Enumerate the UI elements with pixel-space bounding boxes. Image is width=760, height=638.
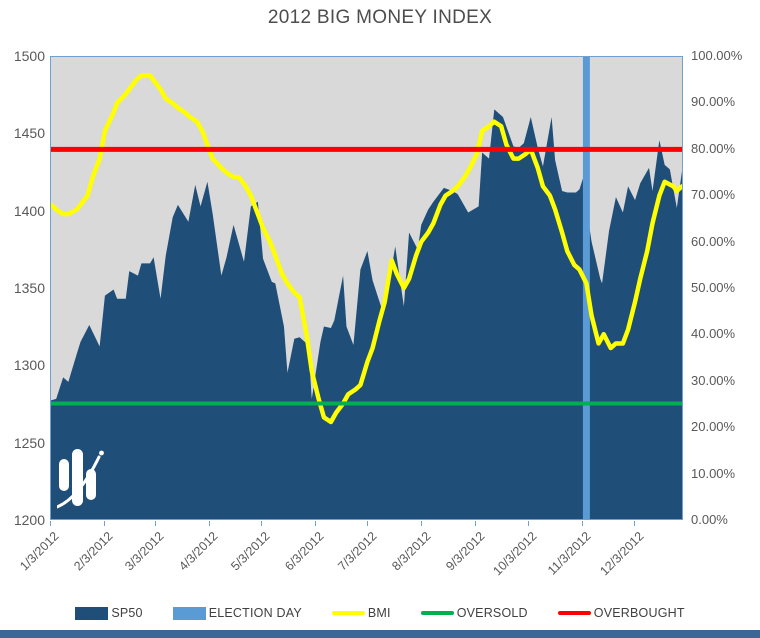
- x-tick-mark: [581, 521, 583, 526]
- x-tick-label: 8/3/2012: [389, 529, 434, 574]
- y-right-tick-label: 30.00%: [691, 372, 736, 388]
- legend-item-oversold: OVERSOLD: [420, 606, 528, 620]
- x-tick-label: 2/3/2012: [71, 529, 116, 574]
- legend-item-sp50: SP50: [75, 606, 143, 620]
- y-right-tick-label: 90.00%: [691, 94, 736, 110]
- x-tick-label: 7/3/2012: [334, 529, 380, 574]
- y-right-tick-label: 10.00%: [691, 465, 736, 481]
- x-tick-mark: [154, 521, 156, 526]
- legend-label: SP50: [111, 606, 143, 620]
- y-left-tick-label: 1250: [13, 434, 45, 451]
- x-tick-mark: [634, 521, 636, 526]
- x-tick-mark: [261, 521, 262, 526]
- y-right-tick-label: 0.00%: [691, 512, 728, 527]
- x-tick-label: 3/3/2012: [122, 529, 167, 574]
- bottom-edge-strip: [0, 630, 760, 638]
- legend-swatch: [172, 606, 206, 620]
- legend: SP50 ELECTION DAY BMI OVERSOLD OVERBOUGHT: [0, 606, 760, 620]
- x-tick-mark: [475, 521, 477, 526]
- legend-swatch: [75, 606, 109, 620]
- x-tick-label: 12/3/2012: [596, 529, 647, 579]
- x-tick-label: 11/3/2012: [545, 529, 594, 578]
- legend-swatch: [420, 611, 454, 615]
- y-left-tick-label: 1350: [13, 280, 45, 296]
- logo-bar-left: [59, 459, 69, 491]
- chart-title: 2012 BIG MONEY INDEX: [267, 7, 493, 28]
- x-tick-mark: [50, 521, 51, 526]
- legend-swatch: [557, 611, 591, 615]
- y-right-tick-label: 50.00%: [691, 280, 736, 295]
- x-tick-mark: [315, 521, 317, 526]
- y-left-tick-label: 1450: [13, 125, 45, 142]
- x-tick-label: 4/3/2012: [176, 529, 221, 574]
- mapsignals-logo: [57, 449, 104, 509]
- y-left-tick-label: 1400: [13, 202, 45, 219]
- y-right-tick-label: 40.00%: [691, 326, 736, 342]
- x-tick-label: 6/3/2012: [282, 529, 327, 574]
- y-right-tick-label: 70.00%: [691, 187, 736, 203]
- legend-label: ELECTION DAY: [208, 606, 302, 620]
- x-tick-label: 9/3/2012: [443, 529, 488, 574]
- x-tick-label: 5/3/2012: [228, 529, 273, 574]
- y-left-tick-label: 1300: [13, 357, 45, 374]
- x-tick-mark: [208, 521, 210, 526]
- legend-item-bmi: BMI: [331, 606, 391, 620]
- x-tick-label: 10/3/2012: [490, 529, 540, 579]
- x-tick-mark: [527, 521, 529, 526]
- x-tick-mark: [421, 521, 423, 526]
- legend-label: OVERBOUGHT: [593, 606, 685, 620]
- legend-swatch: [331, 611, 365, 615]
- y-right-tick-label: 100.00%: [691, 48, 743, 63]
- y-right-tick-label: 60.00%: [691, 233, 736, 249]
- plot-area: [50, 56, 683, 520]
- legend-item-overbought: OVERBOUGHT: [557, 606, 685, 620]
- x-tick-label: 1/3/2012: [17, 529, 62, 574]
- plot-svg: [51, 57, 682, 519]
- legend-item-election-day: ELECTION DAY: [172, 606, 302, 620]
- y-left-tick-label: 1200: [13, 512, 45, 528]
- y-right-tick-label: 80.00%: [691, 140, 736, 156]
- y-left-tick-label: 1500: [13, 48, 45, 64]
- bmi-line-series: [51, 73, 682, 425]
- logo-swoosh: [57, 455, 101, 509]
- y-right-tick-label: 20.00%: [691, 419, 736, 435]
- legend-label: OVERSOLD: [456, 606, 528, 620]
- x-tick-mark: [367, 521, 369, 526]
- legend-label: BMI: [367, 606, 391, 620]
- x-tick-mark: [104, 521, 106, 526]
- logo-dot: [99, 450, 104, 456]
- logo-bar-middle: [72, 449, 83, 506]
- sp50-area-series: [51, 109, 682, 519]
